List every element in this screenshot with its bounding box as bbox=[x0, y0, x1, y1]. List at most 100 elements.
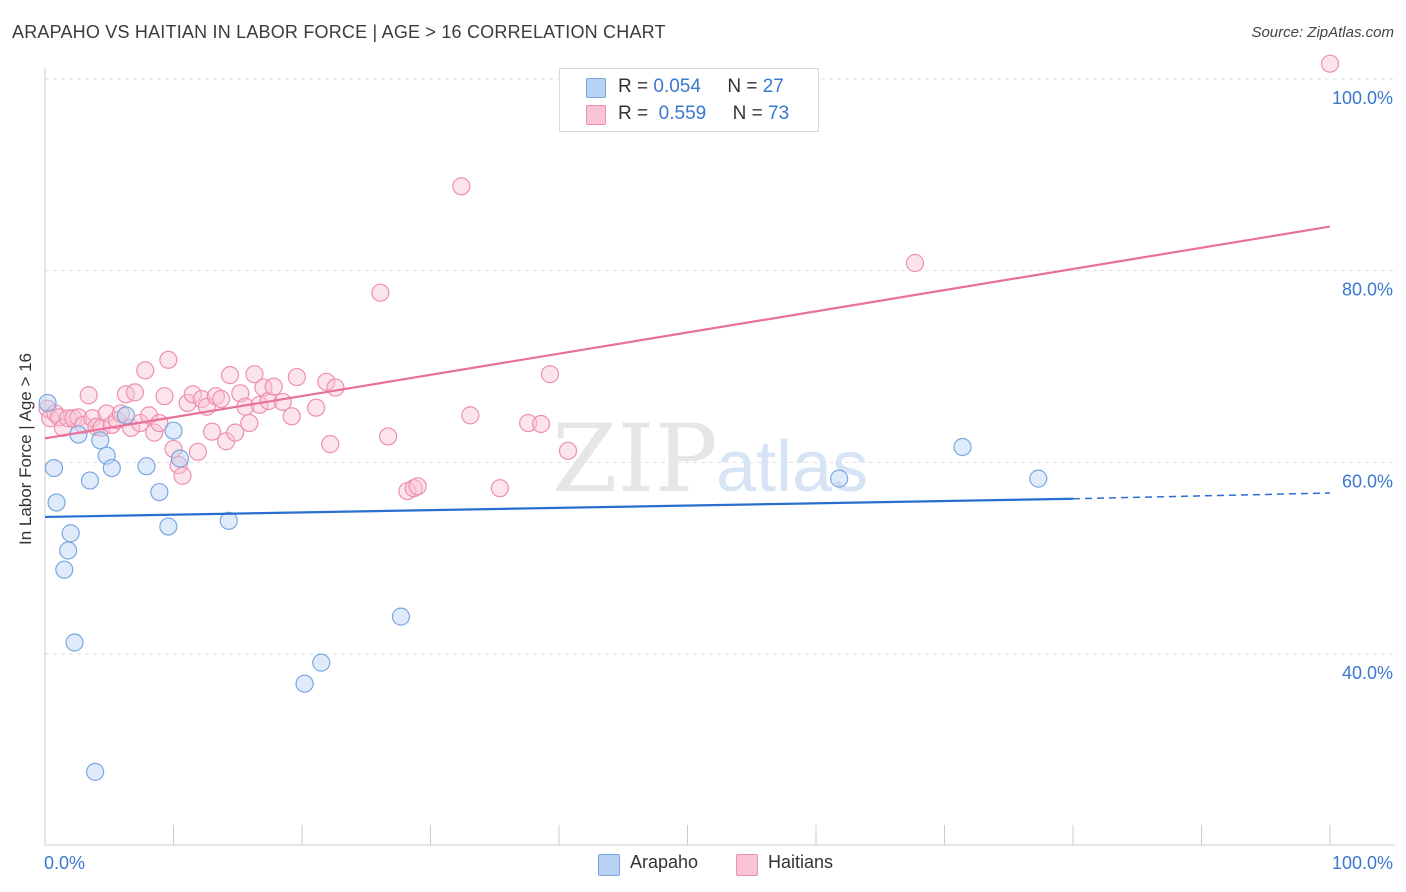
haitians-point bbox=[116, 385, 136, 404]
bottom-arapaho-swatch bbox=[598, 854, 620, 876]
haitians-point bbox=[540, 365, 560, 384]
arapaho-point bbox=[55, 560, 74, 579]
stats-legend: R = 0.054 N = 27 R = 0.559 N = 73 bbox=[559, 68, 819, 132]
arapaho-point bbox=[86, 762, 105, 781]
haitians-swatch bbox=[586, 105, 606, 125]
haitians-point bbox=[136, 361, 155, 380]
arapaho-point bbox=[391, 607, 411, 626]
arapaho-point bbox=[116, 406, 136, 425]
haitians-point bbox=[159, 350, 178, 369]
haitians-point bbox=[245, 365, 264, 384]
arapaho-point bbox=[47, 493, 66, 512]
arapaho-swatch bbox=[586, 78, 606, 98]
arapaho-point bbox=[295, 674, 314, 693]
watermark-zip: ZIP bbox=[552, 405, 718, 514]
y-tick-label: 100.0% bbox=[1332, 88, 1393, 108]
axes bbox=[44, 68, 1395, 846]
haitians-r-label: R = bbox=[618, 103, 649, 124]
arapaho-n-value: 27 bbox=[762, 76, 784, 97]
haitians-r-value: 0.559 bbox=[658, 103, 707, 124]
y-tick-label: 80.0% bbox=[1342, 280, 1393, 300]
haitians-point bbox=[287, 367, 306, 387]
arapaho-point bbox=[91, 431, 110, 450]
haitians-point bbox=[183, 385, 202, 404]
arapaho-point bbox=[164, 421, 183, 440]
arapaho-r-label: R = bbox=[618, 76, 649, 97]
watermark-atlas: atlas bbox=[716, 427, 868, 507]
y-axis-label: In Labor Force | Age > 16 bbox=[16, 352, 35, 545]
arapaho-point bbox=[102, 458, 121, 478]
haitians-trend-line bbox=[44, 225, 1331, 440]
haitians-point bbox=[371, 283, 390, 302]
haitians-point bbox=[461, 406, 480, 425]
arapaho-point bbox=[1029, 469, 1048, 488]
haitians-point bbox=[226, 423, 245, 442]
haitians-point bbox=[97, 404, 116, 423]
arapaho-point bbox=[65, 633, 84, 652]
y-tick-label: 60.0% bbox=[1342, 471, 1393, 491]
haitians-point bbox=[79, 386, 98, 405]
arapaho-point bbox=[80, 471, 100, 490]
haitians-point bbox=[173, 466, 192, 485]
haitians-point bbox=[490, 479, 509, 498]
arapaho-point bbox=[44, 458, 64, 478]
haitians-n-label: N = bbox=[732, 103, 763, 124]
haitians-point bbox=[408, 477, 427, 496]
haitians-point bbox=[282, 407, 301, 426]
haitians-point bbox=[307, 398, 326, 417]
haitians-point bbox=[211, 389, 231, 409]
haitians-point bbox=[1320, 54, 1340, 73]
haitians-point bbox=[321, 435, 340, 454]
haitians-point bbox=[178, 393, 197, 413]
x-tick-label: 0.0% bbox=[44, 853, 85, 873]
haitians-point bbox=[905, 253, 925, 273]
arapaho-r-value: 0.054 bbox=[653, 76, 701, 97]
arapaho-point bbox=[150, 482, 169, 502]
haitians-point bbox=[519, 413, 538, 433]
arapaho-point bbox=[61, 524, 80, 543]
trend-lines bbox=[44, 225, 1331, 519]
haitians-point bbox=[188, 442, 208, 461]
arapaho-point bbox=[170, 449, 190, 468]
gridlines bbox=[45, 78, 1395, 655]
haitians-point bbox=[264, 377, 283, 396]
arapaho-trend-extension bbox=[1072, 492, 1331, 500]
arapaho-trend-line bbox=[44, 497, 1074, 519]
arapaho-point bbox=[312, 653, 331, 672]
arapaho-point bbox=[137, 457, 156, 476]
source-label: Source: ZipAtlas.com bbox=[1251, 24, 1394, 41]
haitians-points bbox=[38, 54, 1340, 501]
haitians-point bbox=[145, 423, 164, 442]
bottom-haitians-label: Haitians bbox=[768, 852, 834, 872]
haitians-point bbox=[558, 441, 578, 460]
bottom-arapaho-label: Arapaho bbox=[630, 852, 699, 872]
haitians-point bbox=[125, 383, 145, 402]
haitians-point bbox=[317, 372, 336, 391]
haitians-point bbox=[206, 387, 226, 406]
haitians-point bbox=[64, 409, 83, 428]
y-tick-label: 40.0% bbox=[1342, 663, 1393, 683]
arapaho-n-label: N = bbox=[727, 76, 758, 97]
haitians-point bbox=[378, 427, 398, 446]
arapaho-point bbox=[830, 469, 849, 488]
arapaho-point bbox=[159, 517, 178, 536]
haitians-point bbox=[202, 422, 222, 441]
haitians-point bbox=[240, 413, 259, 433]
haitians-point bbox=[169, 456, 188, 475]
haitians-point bbox=[326, 378, 345, 397]
haitians-point bbox=[452, 177, 471, 196]
chart-title: ARAPAHO VS HAITIAN IN LABOR FORCE | AGE … bbox=[12, 22, 666, 42]
x-tick-label: 100.0% bbox=[1332, 853, 1393, 873]
bottom-haitians-swatch bbox=[736, 854, 758, 876]
haitians-point bbox=[531, 414, 551, 434]
haitians-point bbox=[155, 387, 174, 406]
arapaho-points bbox=[38, 393, 1048, 781]
arapaho-point bbox=[219, 511, 238, 530]
haitians-point bbox=[231, 384, 250, 403]
arapaho-point bbox=[953, 437, 972, 457]
haitians-n-value: 73 bbox=[768, 103, 790, 124]
arapaho-point bbox=[59, 541, 78, 560]
tick-labels: 40.0% 60.0% 80.0% 100.0% 0.0% 100.0% bbox=[44, 88, 1393, 873]
haitians-point bbox=[164, 439, 183, 459]
